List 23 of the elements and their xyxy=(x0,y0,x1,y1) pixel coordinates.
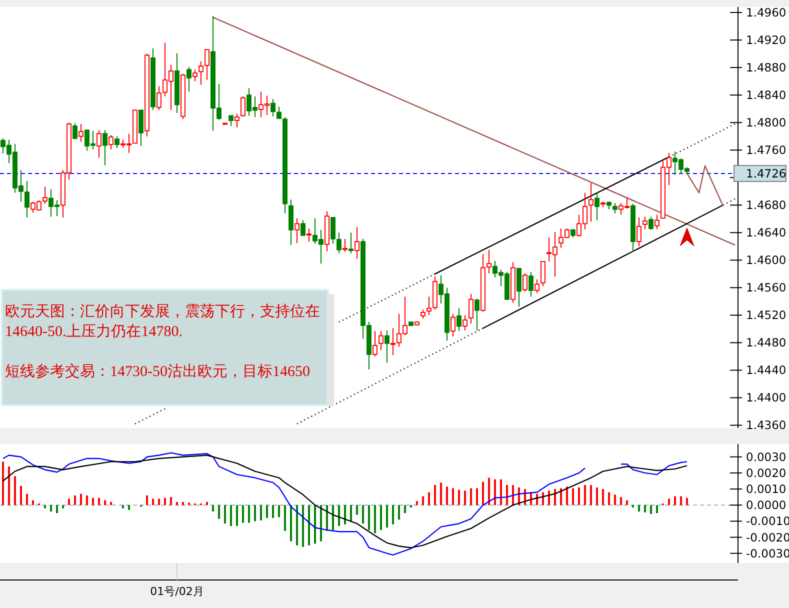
y-tick-label: 1.4560 xyxy=(746,280,786,295)
y-tick-label: 1.4440 xyxy=(746,363,786,378)
y-tick-label: 1.4800 xyxy=(746,116,786,130)
annotation: 欧元天图：汇价向下发展，震荡下行，支持位在14640-50.上压力仍在14780. xyxy=(5,304,320,340)
x-tick-label: 01号/02月 xyxy=(150,585,204,598)
y-tick-label: 0.0010 xyxy=(746,482,786,496)
annotation: 短线参考交易：14730-50沽出欧元，目标14650 xyxy=(5,364,310,380)
ref-line-label: 1.4726 xyxy=(746,166,786,180)
y-tick-label: 1.4400 xyxy=(746,390,786,405)
y-tick-label: 0.0030 xyxy=(746,450,786,464)
y-tick-label: 1.4360 xyxy=(746,418,786,432)
y-tick-label: 1.4920 xyxy=(746,33,786,48)
y-tick-label: 1.4840 xyxy=(746,88,786,102)
y-tick-label: 1.4640 xyxy=(746,226,786,240)
y-tick-label: 1.4480 xyxy=(746,336,786,350)
y-tick-label: 1.4760 xyxy=(746,143,786,158)
y-tick-label: 1.4960 xyxy=(746,6,786,20)
y-tick-label: 0.0020 xyxy=(746,466,786,480)
y-tick-label: 0.0000 xyxy=(746,498,786,512)
y-tick-label: 1.4600 xyxy=(746,253,786,268)
y-tick-label: 1.4680 xyxy=(746,198,786,212)
y-tick-label: 1.4880 xyxy=(746,60,786,75)
y-tick-label: 1.4520 xyxy=(746,308,786,322)
